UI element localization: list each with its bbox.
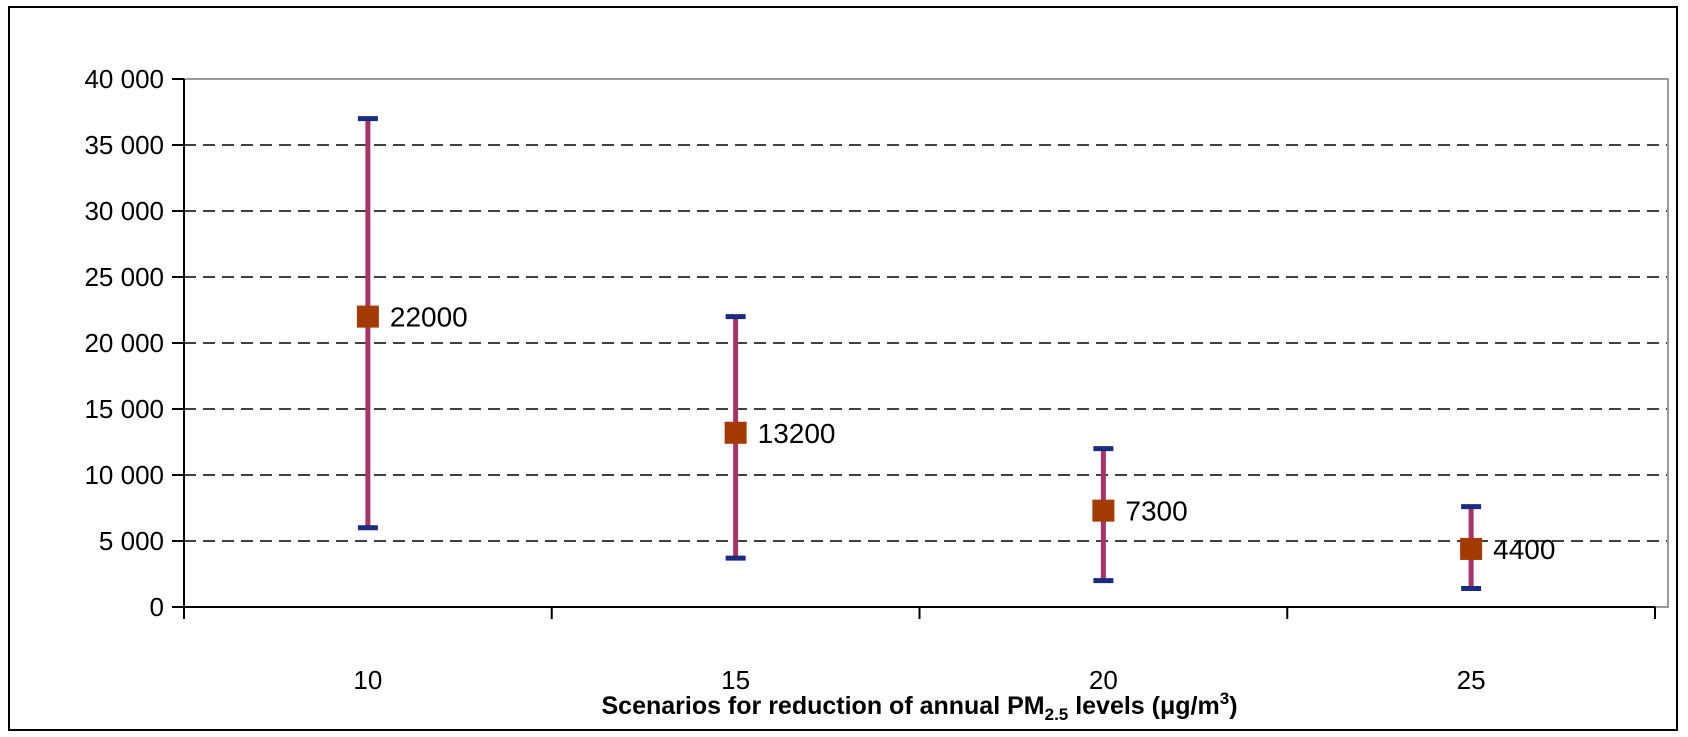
x-tick-label: 25	[1457, 665, 1486, 695]
data-label: 4400	[1493, 534, 1555, 565]
x-axis-title-middle: levels (μg/m	[1068, 692, 1219, 720]
data-point-marker	[724, 421, 747, 444]
data-label: 13200	[758, 418, 836, 449]
data-point-group: 7300	[1092, 446, 1188, 584]
data-point-group: 22000	[356, 116, 468, 531]
data-point-group: 13200	[724, 314, 836, 561]
gridlines	[184, 144, 1668, 542]
x-axis-title-suffix: )	[1229, 692, 1237, 720]
y-tick-label: 20 000	[84, 328, 164, 358]
data-point-marker	[1460, 537, 1483, 560]
y-tick-label: 15 000	[84, 394, 164, 424]
y-tick-label: 30 000	[84, 196, 164, 226]
y-tick-label: 5 000	[99, 526, 164, 556]
data-point-marker	[356, 305, 379, 328]
data-point-group: 4400	[1460, 504, 1555, 592]
x-tick-label: 15	[721, 665, 750, 695]
y-tick-label: 0	[150, 592, 164, 622]
y-tick-labels: 0 5 000 10 000 15 000 20 000 25 000 30 000 35 0…	[84, 64, 164, 622]
x-axis-title-superscript: 3	[1220, 689, 1229, 708]
x-tick-labels: 10 15 20 25	[353, 665, 1485, 695]
data-point-marker	[1092, 499, 1115, 522]
y-tick-label: 40 000	[84, 64, 164, 94]
data-label: 7300	[1125, 496, 1187, 527]
y-tick-label: 35 000	[84, 130, 164, 160]
chart-frame	[8, 6, 1678, 731]
x-axis-title-prefix: Scenarios for reduction of annual PM	[601, 692, 1044, 720]
x-axis-title-subscript: 2.5	[1045, 705, 1069, 724]
y-tick-label: 25 000	[84, 262, 164, 292]
x-tick-label: 10	[353, 665, 382, 695]
x-tick-label: 20	[1089, 665, 1118, 695]
y-tick-label: 10 000	[84, 460, 164, 490]
axes	[172, 78, 1656, 619]
data-label: 22000	[390, 302, 468, 333]
x-axis-title: Scenarios for reduction of annual PM2.5 …	[601, 689, 1237, 724]
series: 22000 13200 7300 4400	[356, 116, 1555, 592]
